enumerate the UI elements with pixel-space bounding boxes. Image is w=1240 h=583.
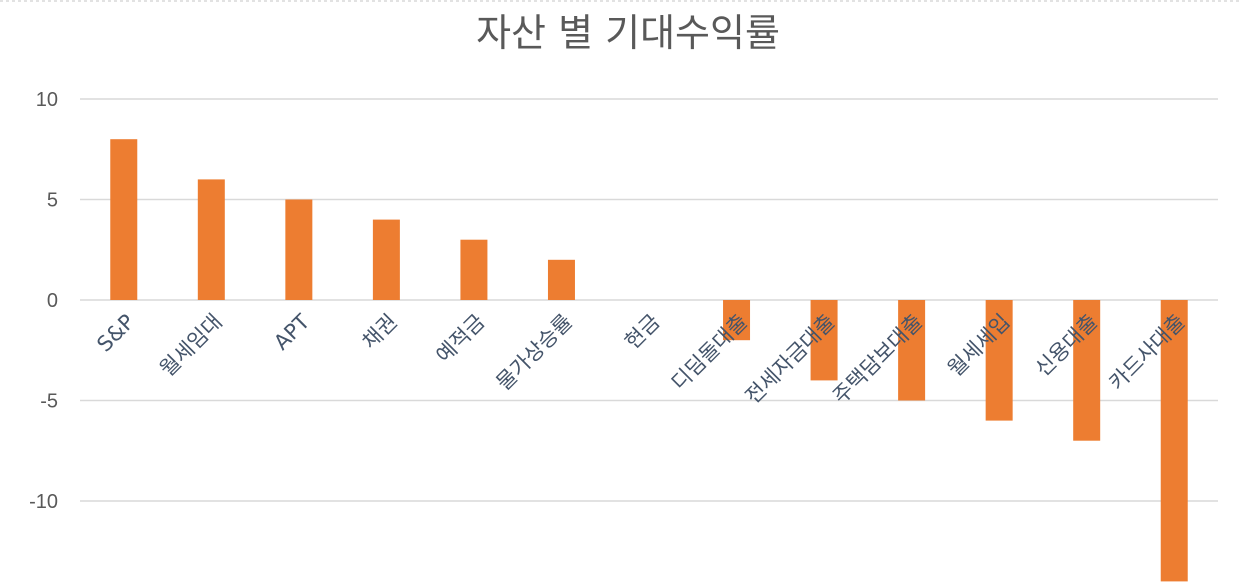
bar [547, 259, 575, 300]
bar [723, 300, 751, 341]
bar [110, 139, 138, 300]
bar [1160, 300, 1188, 582]
x-tick-label: 물가상승률 [492, 310, 577, 395]
chart-title: 자산 별 기대수익률 [476, 11, 780, 55]
x-tick-label: 채권 [358, 310, 402, 354]
bar [460, 239, 488, 300]
x-tick-label: 현금 [620, 310, 664, 354]
y-tick-label: -10 [29, 491, 58, 513]
x-tick-label: S&P [92, 310, 139, 357]
y-tick-label: 10 [36, 89, 58, 111]
gridlines [80, 98, 1218, 502]
y-tick-label: 0 [47, 290, 58, 312]
y-tick-label: -5 [40, 391, 58, 413]
bar [197, 179, 225, 300]
x-tick-label: APT [269, 309, 314, 354]
bars [110, 139, 1188, 582]
x-tick-label: 월세임대 [155, 310, 227, 382]
bar [810, 300, 838, 381]
y-tick-label: 5 [47, 190, 58, 212]
bar [898, 300, 926, 401]
x-tick-label: 예적금 [431, 310, 489, 368]
y-axis-ticks: 10 5 0 -5 -10 [29, 89, 58, 513]
x-tick-label: 디딤돌대출 [667, 310, 752, 395]
bar [985, 300, 1013, 421]
bar [285, 199, 313, 300]
bar [1073, 300, 1101, 441]
bar [372, 219, 400, 300]
